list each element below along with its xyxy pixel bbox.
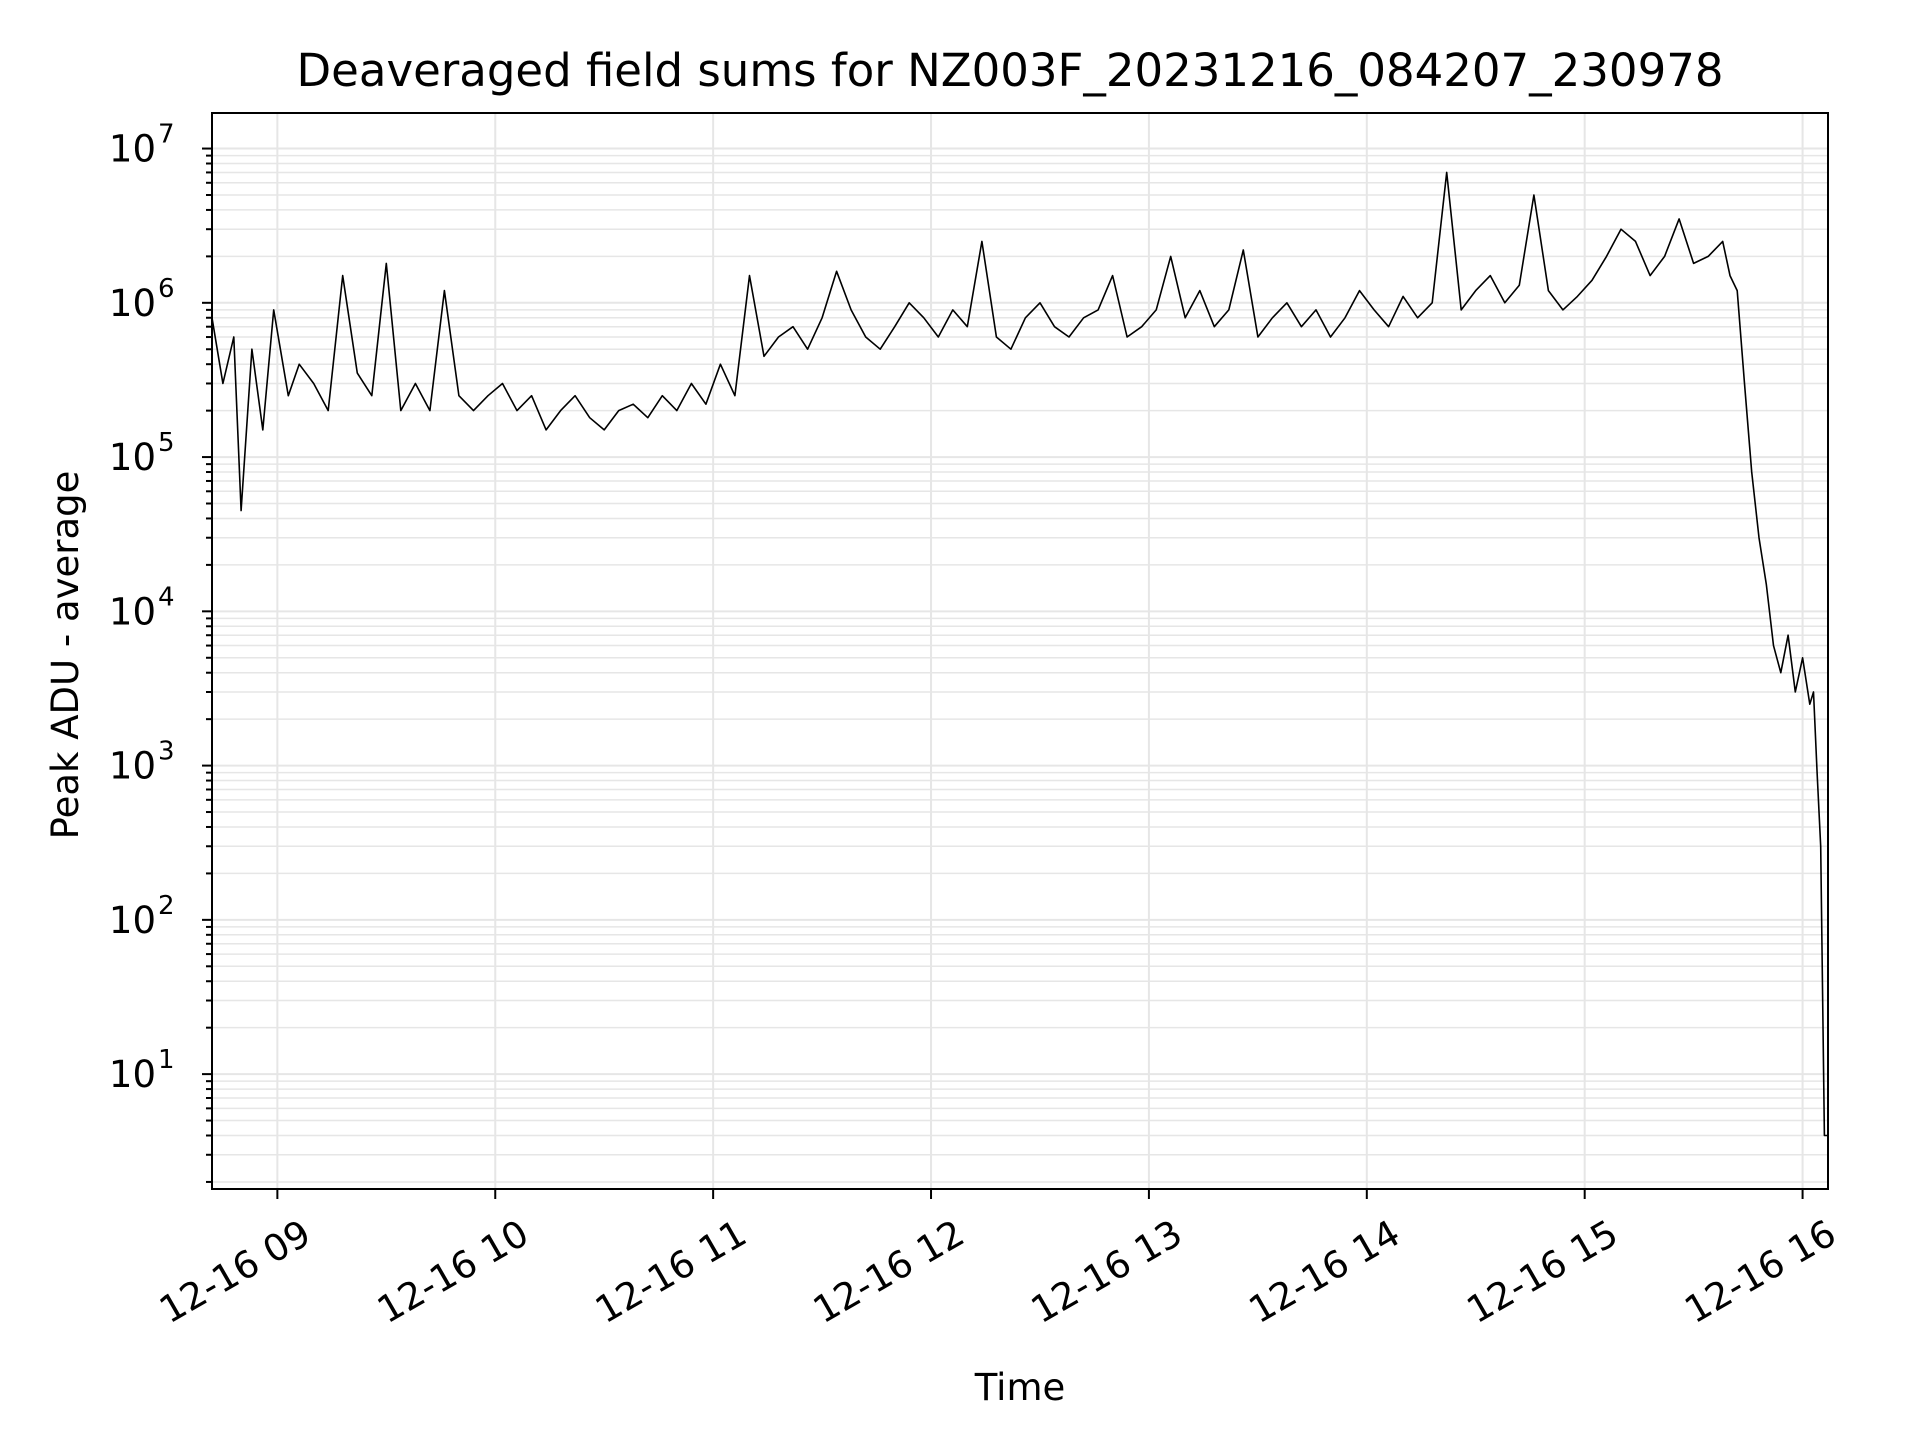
y-tick-label-base: 10: [109, 128, 156, 171]
x-tick-label: 12-16 09: [152, 1212, 318, 1332]
y-tick-label-exponent: 2: [158, 891, 175, 921]
y-tick-label: 10: [109, 1053, 156, 1096]
y-tick-label: 10: [109, 899, 156, 942]
x-tick-label: 12-16 15: [1460, 1212, 1626, 1332]
y-tick-label-exponent: 7: [158, 120, 175, 150]
series-layer: [211, 171, 1828, 1137]
y-tick-label-exponent: 6: [158, 274, 175, 304]
y-tick-label-exponent: 1: [158, 1045, 175, 1075]
grid-lines: [212, 113, 1828, 1189]
y-tick-label-exponent: 3: [158, 737, 175, 767]
y-tick-label: 10: [109, 128, 156, 171]
y-tick-label: 10: [109, 590, 156, 633]
series-line: [211, 171, 1828, 1137]
y-tick-label: 10: [109, 436, 156, 479]
y-axis-label: Peak ADU - average: [44, 471, 87, 840]
y-tick-label-base: 10: [109, 282, 156, 325]
y-tick-label-base: 10: [109, 590, 156, 633]
chart-title: Deaveraged field sums for NZ003F_2023121…: [297, 44, 1724, 97]
y-tick-label-base: 10: [109, 745, 156, 788]
y-tick-label-base: 10: [109, 1053, 156, 1096]
x-axis-label: Time: [974, 1366, 1066, 1409]
plot-frame: [211, 112, 1829, 1190]
y-tick-label-base: 10: [109, 899, 156, 942]
y-tick-label-base: 10: [109, 436, 156, 479]
x-tick-label: 12-16 13: [1024, 1212, 1190, 1332]
x-axis-ticks: 12-16 09 12-16 10 12-16 11 12-16 12 12-16 13…: [152, 1189, 1843, 1332]
x-tick-label: 12-16 11: [588, 1212, 754, 1332]
x-tick-label: 12-16 12: [806, 1212, 972, 1332]
y-tick-label: 10: [109, 745, 156, 788]
x-tick-label: 12-16 16: [1678, 1212, 1844, 1332]
x-tick-label: 12-16 14: [1242, 1212, 1408, 1332]
x-tick-label: 12-16 10: [370, 1212, 536, 1332]
y-tick-label-exponent: 4: [158, 582, 175, 612]
y-tick-label: 10: [109, 282, 156, 325]
y-tick-label-exponent: 5: [158, 428, 175, 458]
